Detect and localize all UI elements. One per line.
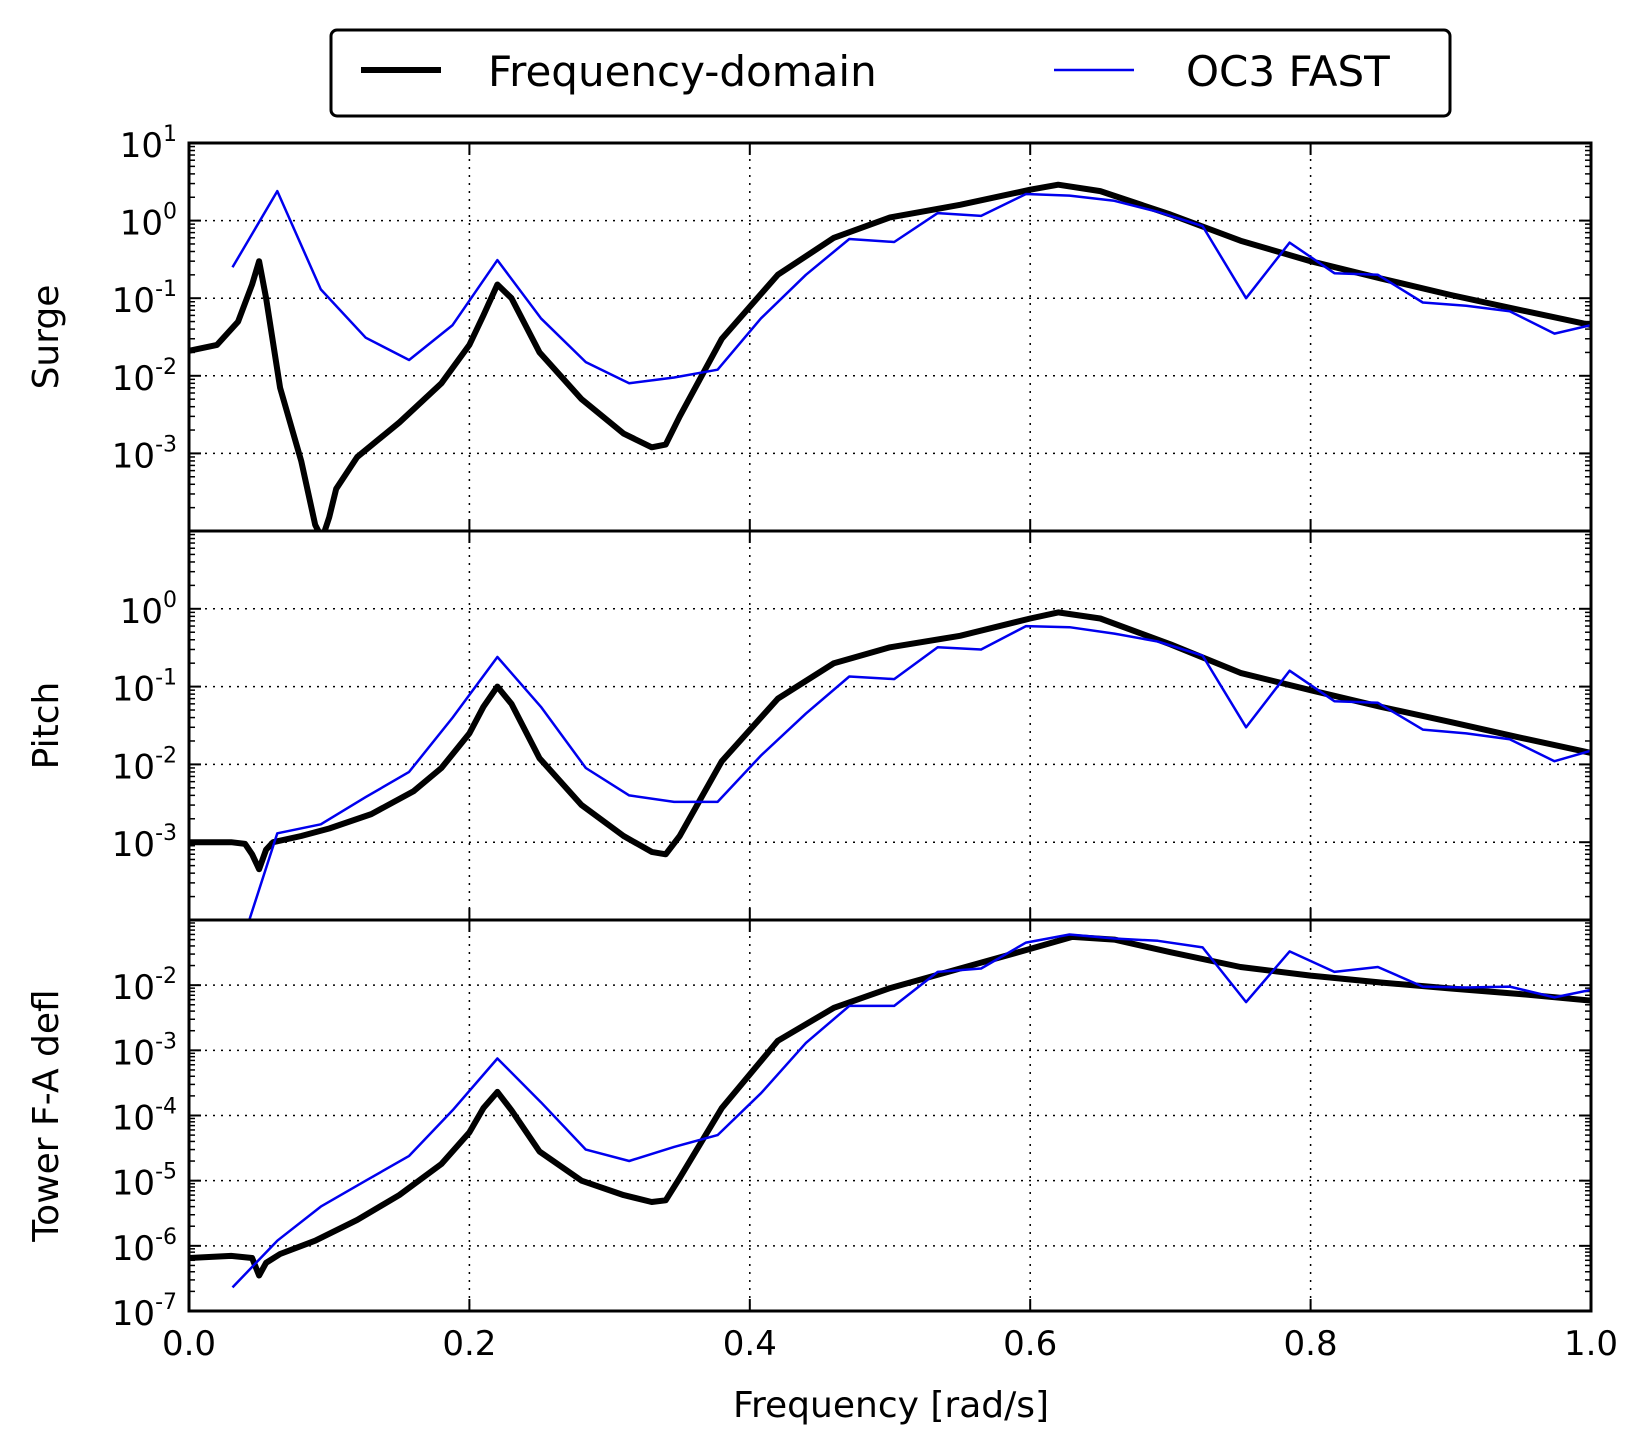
- y-tick-label: 10-5: [112, 1160, 177, 1204]
- legend-label-frequency-domain: Frequency-domain: [488, 47, 877, 96]
- series-line-frequency-domain: [189, 609, 1591, 873]
- y-tick-label: 10-1: [112, 277, 177, 321]
- series-group: [189, 933, 1591, 1289]
- x-tick-label: 0.4: [723, 1324, 777, 1364]
- y-tick-label: 10-3: [112, 1029, 177, 1073]
- x-tick-label: 0.0: [162, 1324, 216, 1364]
- legend: Frequency-domain OC3 FAST: [329, 28, 1452, 118]
- y-tick-label: 101: [120, 122, 177, 166]
- panel-surge: 101 100 10-1 10-2 10-3 Surge: [26, 122, 1593, 533]
- series-line-oc3-fast: [248, 624, 1591, 920]
- legend-box: [329, 28, 1452, 118]
- series-line-oc3-fast: [231, 933, 1591, 1289]
- y-tick-label: 10-3: [112, 432, 177, 476]
- y-axis-label: Surge: [26, 285, 67, 390]
- plot-frame: [187, 918, 1593, 1313]
- y-tick-label: 100: [120, 588, 177, 632]
- series-line-frequency-domain: [189, 181, 1591, 531]
- x-tick-label: 0.2: [442, 1324, 496, 1364]
- y-tick-label: 10-3: [112, 821, 177, 865]
- y-tick-label: 10-7: [112, 1290, 177, 1334]
- plot-frame: [187, 141, 1593, 533]
- subplot-panels: 101 100 10-1 10-2 10-3 Surge 100 10-1 10-2 10-3 Pi…: [26, 122, 1618, 1364]
- y-tick-label: 10-4: [112, 1095, 177, 1139]
- panel-pitch: 100 10-1 10-2 10-3 Pitch: [26, 529, 1593, 922]
- y-axis-label: Pitch: [26, 682, 67, 770]
- x-axis-label: Frequency [rad/s]: [733, 1385, 1049, 1426]
- series-group: [189, 609, 1591, 920]
- y-tick-label: 10-2: [112, 743, 177, 787]
- y-tick-label: 10-2: [112, 964, 177, 1008]
- panel-tower-f-a-defl: 10-2 10-3 10-4 10-5 10-6 10-7 Tower F-A defl 0.…: [26, 918, 1618, 1364]
- y-tick-label: 100: [120, 200, 177, 244]
- series-line-oc3-fast: [231, 189, 1591, 385]
- x-tick-label: 1.0: [1564, 1324, 1618, 1364]
- x-tick-label: 0.8: [1284, 1324, 1338, 1364]
- y-tick-label: 10-6: [112, 1225, 177, 1269]
- series-line-frequency-domain: [189, 933, 1591, 1279]
- plot-frame: [187, 529, 1593, 922]
- legend-label-oc3-fast: OC3 FAST: [1186, 47, 1390, 96]
- y-tick-label: 10-1: [112, 666, 177, 710]
- y-tick-label: 10-2: [112, 355, 177, 399]
- x-tick-label: 0.6: [1003, 1324, 1057, 1364]
- y-axis-label: Tower F-A defl: [26, 989, 67, 1242]
- series-group: [189, 181, 1591, 531]
